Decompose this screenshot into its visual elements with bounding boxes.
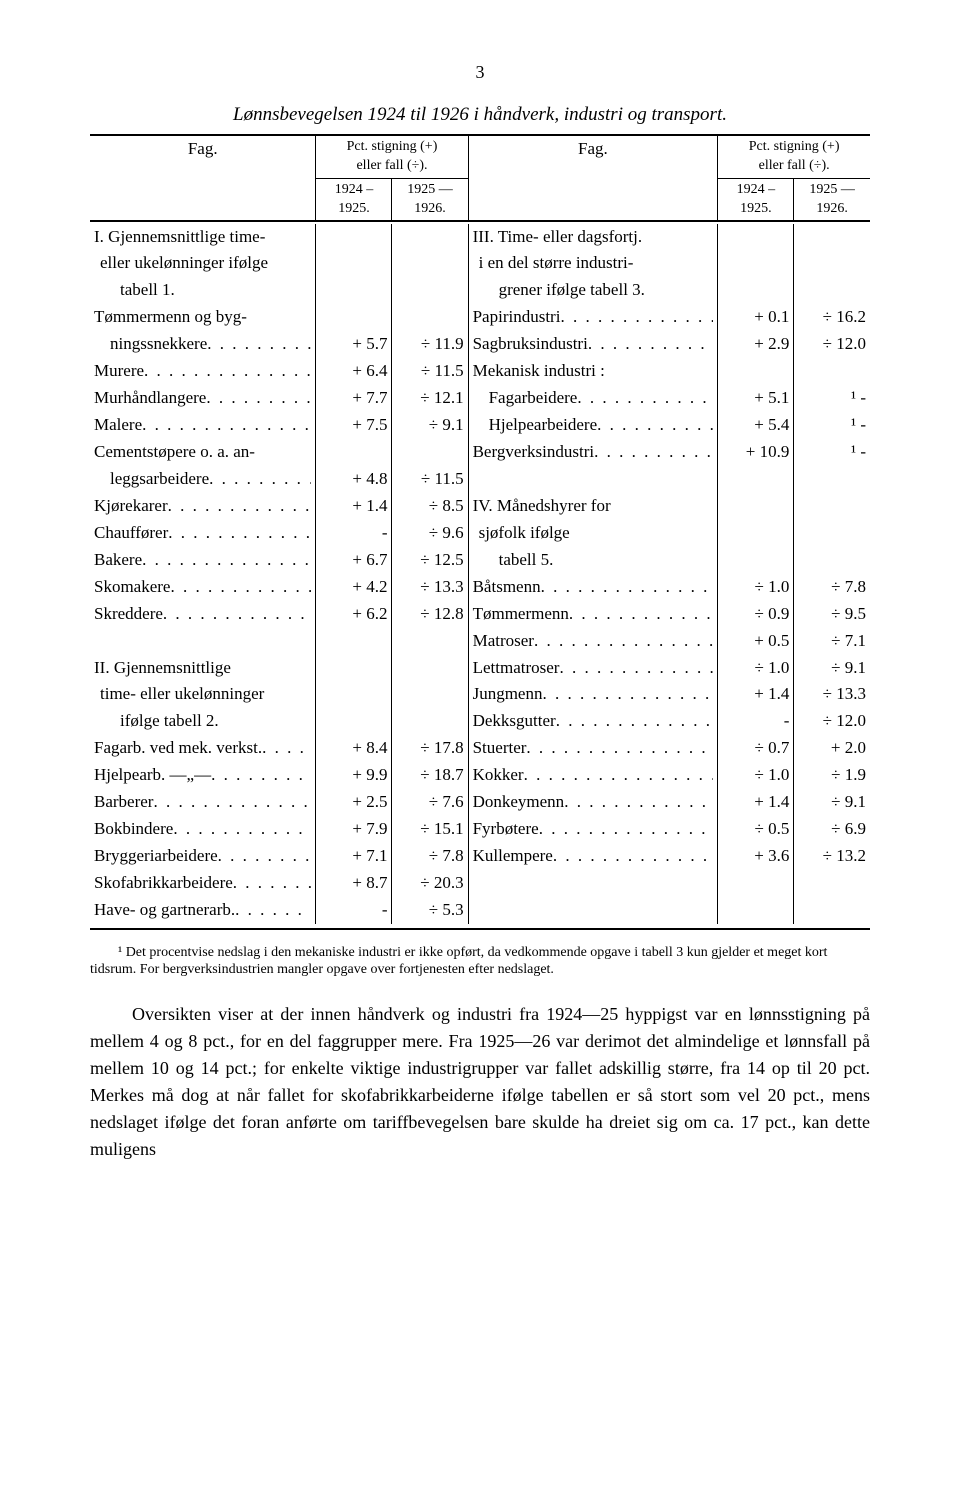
table-title: Lønnsbevegelsen 1924 til 1926 i håndverk… [90,102,870,128]
hdr-pct-left: Pct. stigning (+) eller fall (÷). [316,136,468,178]
yr-lb2: 1926. [414,201,446,216]
wage-table: Fag. Pct. stigning (+) eller fall (÷). F… [90,136,870,924]
body-paragraph: Oversikten viser at der innen håndverk o… [90,1001,870,1163]
footnote: ¹ Det procentvise nedslag i den mekanisk… [90,944,870,979]
yr-la1: 1924 – [335,182,374,197]
yr-rb1: 1925 — [809,182,855,197]
hdr-pct-l1: Pct. stigning (+) [347,139,438,154]
hdr-yr-la: 1924 – 1925. [316,178,392,220]
hdr-yr-ra: 1924 – 1925. [718,178,794,220]
rule-bottom [90,928,870,930]
yr-la2: 1925. [338,201,370,216]
page-number: 3 [90,60,870,84]
yr-ra2: 1925. [740,201,772,216]
hdr-pct-l2: eller fall (÷). [356,158,427,173]
hdr-pct-r2: eller fall (÷). [759,158,830,173]
hdr-yr-rb: 1925 — 1926. [794,178,870,220]
table-body: I. Gjennemsnittlige time-III. Time- elle… [90,224,870,924]
hdr-fag-left: Fag. [90,136,316,221]
hdr-fag-right: Fag. [468,136,718,221]
yr-lb1: 1925 — [407,182,453,197]
hdr-pct-right: Pct. stigning (+) eller fall (÷). [718,136,870,178]
hdr-pct-r1: Pct. stigning (+) [749,139,840,154]
hdr-yr-lb: 1925 — 1926. [392,178,468,220]
yr-rb2: 1926. [816,201,848,216]
yr-ra1: 1924 – [737,182,776,197]
